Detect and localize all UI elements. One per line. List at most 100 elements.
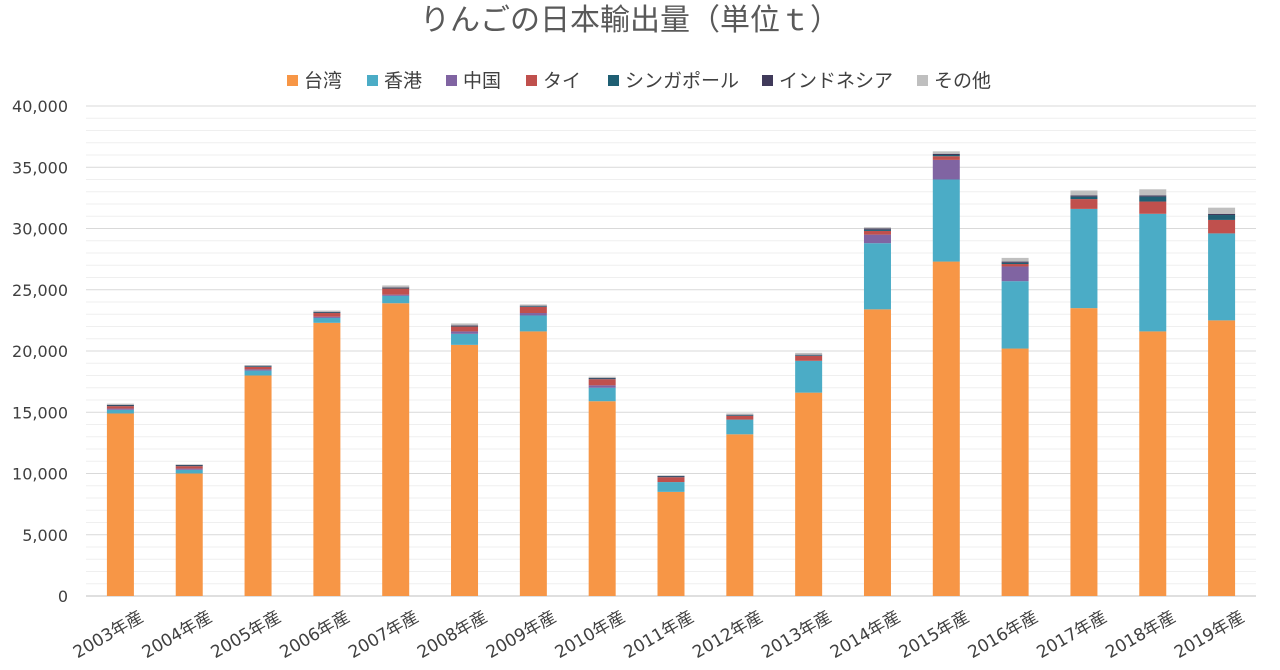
bar-segment-6 bbox=[795, 354, 823, 356]
x-tick-label: 2012年産 bbox=[689, 607, 766, 663]
legend: 台湾 香港 中国 タイ シンガポール インドネシア その他 bbox=[287, 70, 991, 92]
legend-swatch bbox=[917, 75, 928, 86]
bar-segment-1 bbox=[451, 344, 479, 596]
bar-segment-2 bbox=[519, 315, 547, 332]
bar-segment-7 bbox=[726, 413, 754, 415]
bar-segment-4 bbox=[382, 288, 410, 295]
bar-segment-2 bbox=[1001, 281, 1029, 349]
bar-segment-4 bbox=[1139, 201, 1167, 214]
bar-segment-4 bbox=[519, 306, 547, 314]
bar-segment-2 bbox=[1139, 213, 1167, 332]
y-axis-ticks: 0 5,000 10,000 15,000 20,000 25,000 30,000 35,0… bbox=[12, 97, 68, 606]
y-tick-label: 20,000 bbox=[12, 342, 68, 361]
bar-segment-5 bbox=[1139, 196, 1167, 202]
y-tick-label: 10,000 bbox=[12, 465, 68, 484]
bar-segment-6 bbox=[657, 475, 685, 477]
x-tick-label: 2019年産 bbox=[1171, 607, 1248, 663]
bar-segment-5 bbox=[244, 366, 272, 367]
bar-segment-3 bbox=[106, 408, 134, 410]
bar-segment-2 bbox=[451, 333, 479, 345]
gridlines bbox=[86, 105, 1256, 597]
bar-segment-1 bbox=[726, 434, 754, 596]
bar-segment-7 bbox=[795, 352, 823, 355]
bar-segment-3 bbox=[451, 331, 479, 334]
bar-segment-1 bbox=[1070, 308, 1098, 596]
bar-segment-4 bbox=[726, 415, 754, 420]
y-tick-label: 30,000 bbox=[12, 220, 68, 239]
bar-segment-3 bbox=[175, 468, 203, 470]
bar-segment-5 bbox=[863, 229, 891, 231]
x-tick-label: 2018年産 bbox=[1102, 607, 1179, 663]
bar-segment-1 bbox=[382, 303, 410, 596]
y-tick-label: 5,000 bbox=[22, 526, 68, 545]
bar-segment-7 bbox=[1139, 189, 1167, 196]
bar-segment-5 bbox=[1208, 215, 1236, 220]
y-tick-label: 25,000 bbox=[12, 281, 68, 300]
bar-segment-5 bbox=[313, 312, 341, 314]
bar-segment-6 bbox=[244, 365, 272, 367]
legend-label: インドネシア bbox=[779, 70, 893, 92]
bar-segment-4 bbox=[657, 477, 685, 483]
bar-segment-4 bbox=[588, 379, 616, 386]
bar-segment-6 bbox=[313, 311, 341, 313]
bar-segment-4 bbox=[106, 406, 134, 409]
bar-segment-6 bbox=[519, 305, 547, 307]
bar-segment-1 bbox=[657, 491, 685, 596]
x-tick-label: 2011年産 bbox=[621, 607, 698, 663]
bar-segment-6 bbox=[1070, 195, 1098, 197]
bar-segment-4 bbox=[1208, 219, 1236, 234]
legend-label: シンガポール bbox=[625, 70, 739, 92]
bar-segment-1 bbox=[1208, 320, 1236, 596]
bar-segment-4 bbox=[451, 326, 479, 332]
bar-segment-2 bbox=[657, 482, 685, 492]
x-tick-label: 2016年産 bbox=[965, 607, 1042, 663]
bar-segment-5 bbox=[1070, 196, 1098, 200]
bar-segment-5 bbox=[932, 155, 960, 157]
bar-segment-7 bbox=[588, 376, 616, 378]
bar-segment-6 bbox=[726, 414, 754, 416]
bar-segment-3 bbox=[1001, 266, 1029, 282]
legend-label: 香港 bbox=[384, 70, 422, 92]
bar-segment-4 bbox=[175, 466, 203, 469]
bar-segment-7 bbox=[932, 151, 960, 154]
bar-segment-1 bbox=[106, 413, 134, 596]
bar-segment-7 bbox=[657, 475, 685, 476]
bar-segment-4 bbox=[863, 230, 891, 235]
bar-segment-4 bbox=[1070, 199, 1098, 209]
bar-segment-7 bbox=[175, 464, 203, 465]
bars bbox=[106, 151, 1236, 596]
bar-segment-3 bbox=[588, 385, 616, 388]
bar-segment-5 bbox=[519, 306, 547, 307]
x-tick-label: 2004年産 bbox=[139, 607, 216, 663]
legend-label: 中国 bbox=[463, 70, 501, 92]
bar-segment-5 bbox=[382, 287, 410, 289]
bar-segment-1 bbox=[1139, 331, 1167, 596]
bar-segment-4 bbox=[244, 366, 272, 370]
bar-segment-7 bbox=[451, 323, 479, 326]
bar-segment-1 bbox=[863, 309, 891, 596]
y-tick-label: 40,000 bbox=[12, 97, 68, 116]
bar-segment-3 bbox=[382, 294, 410, 296]
bar-segment-5 bbox=[106, 405, 134, 407]
bar-segment-6 bbox=[382, 287, 410, 288]
bar-segment-7 bbox=[1208, 207, 1236, 214]
bar-segment-2 bbox=[244, 370, 272, 376]
legend-swatch bbox=[608, 75, 619, 86]
bar-segment-7 bbox=[244, 365, 272, 366]
x-tick-label: 2010年産 bbox=[552, 607, 629, 663]
bar-segment-2 bbox=[588, 387, 616, 402]
x-tick-label: 2013年産 bbox=[758, 607, 835, 663]
bar-segment-2 bbox=[313, 317, 341, 323]
bar-segment-7 bbox=[313, 310, 341, 312]
bar-segment-3 bbox=[863, 234, 891, 244]
legend-swatch bbox=[367, 75, 378, 86]
bar-segment-6 bbox=[1208, 213, 1236, 216]
bar-segment-5 bbox=[795, 355, 823, 356]
bar-segment-4 bbox=[1001, 264, 1029, 267]
bar-segment-1 bbox=[519, 331, 547, 596]
x-tick-label: 2017年産 bbox=[1034, 607, 1111, 663]
bar-segment-6 bbox=[1001, 261, 1029, 263]
x-tick-label: 2008年産 bbox=[414, 607, 491, 663]
x-tick-label: 2005年産 bbox=[208, 607, 285, 663]
